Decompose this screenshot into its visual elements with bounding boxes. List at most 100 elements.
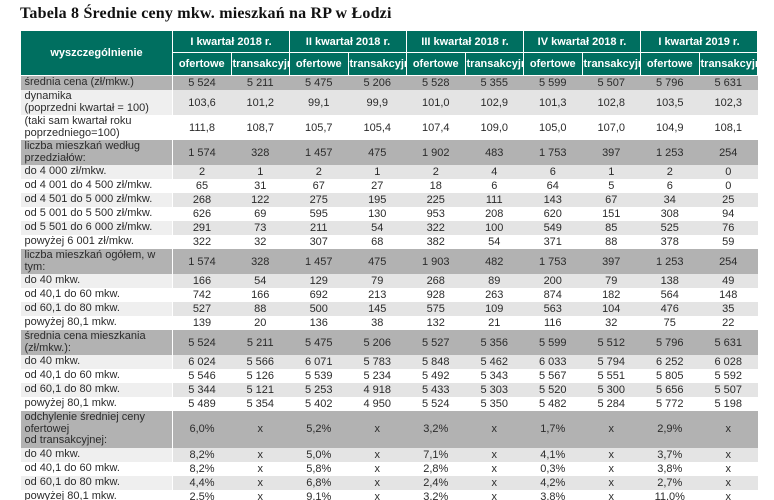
cell-value: 5 539 <box>289 369 348 383</box>
row-label: liczba mieszkań ogółem, w tym: <box>20 249 173 274</box>
cell-value: 88 <box>231 302 290 316</box>
cell-value: 5 211 <box>231 75 290 90</box>
row-label: odchylenie średniej ceny ofertowej od tr… <box>20 411 173 448</box>
cell-value: 500 <box>289 302 348 316</box>
cell-value: 953 <box>406 207 465 221</box>
cell-value: x <box>699 411 758 448</box>
cell-value: 69 <box>231 207 290 221</box>
cell-value: 105,7 <box>289 115 348 140</box>
cell-value: 6 <box>465 179 524 193</box>
cell-value: 5 462 <box>465 355 524 369</box>
cell-value: 5 126 <box>231 369 290 383</box>
cell-value: 1 253 <box>640 249 699 274</box>
cell-value: 6,0% <box>172 411 231 448</box>
table-row: od 60,1 do 80 mkw. 4,4% x 6,8% x 2,4% x 4,2% x 2,… <box>20 475 758 490</box>
cell-value: 549 <box>523 221 582 235</box>
quarter-header: I kwartał 2019 r. <box>640 30 758 53</box>
cell-value: 49 <box>699 274 758 288</box>
row-label: od 4 501 do 5 000 zł/mkw. <box>20 193 173 207</box>
cell-value: x <box>231 489 290 500</box>
table-row: od 5 001 do 5 500 zł/mkw. 626 69 595 130 953 2… <box>20 207 758 221</box>
cell-value: 5 402 <box>289 397 348 411</box>
header-row-subcolumns: ofertowetransakcyjneofertowetransakcyjne… <box>21 52 758 76</box>
cell-value: 692 <box>289 288 348 302</box>
subcolumn-header: transakcyjne <box>347 52 407 76</box>
cell-value: 6 071 <box>289 355 348 369</box>
cell-value: 0,3% <box>523 461 582 476</box>
cell-value: 94 <box>699 207 758 221</box>
cell-value: 22 <box>699 316 758 330</box>
cell-value: 88 <box>582 235 641 249</box>
cell-value: 68 <box>348 235 407 249</box>
cell-value: x <box>465 475 524 490</box>
table-row: odchylenie średniej ceny ofertowej od tr… <box>20 411 758 448</box>
cell-value: 6 <box>640 179 699 193</box>
table-row: do 40 mkw. 6 024 5 566 6 071 5 783 5 848 5 462… <box>20 355 758 369</box>
table-row: liczba mieszkań ogółem, w tym: 1 574 328 1 … <box>20 249 758 274</box>
cell-value: 742 <box>172 288 231 302</box>
cell-value: 54 <box>231 274 290 288</box>
cell-value: 5,8% <box>289 461 348 476</box>
cell-value: 475 <box>348 140 407 165</box>
table-row: powyżej 6 001 zł/mkw. 322 32 307 68 382 54 371 8… <box>20 235 758 249</box>
cell-value: 85 <box>582 221 641 235</box>
cell-value: 148 <box>699 288 758 302</box>
cell-value: 107,0 <box>582 115 641 140</box>
cell-value: 1 <box>582 165 641 179</box>
cell-value: 1 <box>348 165 407 179</box>
cell-value: 5 631 <box>699 330 758 355</box>
cell-value: 6 033 <box>523 355 582 369</box>
cell-value: 5 805 <box>640 369 699 383</box>
cell-value: 5 300 <box>582 383 641 397</box>
cell-value: 122 <box>231 193 290 207</box>
cell-value: 2,7% <box>640 475 699 490</box>
cell-value: 5 794 <box>582 355 641 369</box>
cell-value: 111 <box>465 193 524 207</box>
cell-value: 1 <box>231 165 290 179</box>
cell-value: 1 753 <box>523 249 582 274</box>
subcolumn-header: ofertowe <box>523 52 583 76</box>
cell-value: 5 343 <box>465 369 524 383</box>
cell-value: 626 <box>172 207 231 221</box>
cell-value: 75 <box>640 316 699 330</box>
subcolumn-header: transakcyjne <box>698 52 758 76</box>
cell-value: 89 <box>465 274 524 288</box>
cell-value: 263 <box>465 288 524 302</box>
cell-value: 2,4% <box>406 475 465 490</box>
cell-value: 322 <box>172 235 231 249</box>
cell-value: 3,2% <box>406 411 465 448</box>
cell-value: 4 950 <box>348 397 407 411</box>
cell-value: 1 253 <box>640 140 699 165</box>
cell-value: 2 <box>640 165 699 179</box>
cell-value: 5 524 <box>172 75 231 90</box>
cell-value: 5 599 <box>523 75 582 90</box>
cell-value: x <box>582 411 641 448</box>
cell-value: 103,6 <box>172 90 231 115</box>
row-label: od 5 001 do 5 500 zł/mkw. <box>20 207 173 221</box>
cell-value: 483 <box>465 140 524 165</box>
cell-value: 145 <box>348 302 407 316</box>
cell-value: 100 <box>465 221 524 235</box>
cell-value: 104,9 <box>640 115 699 140</box>
cell-value: x <box>348 411 407 448</box>
cell-value: 143 <box>523 193 582 207</box>
corner-header: wyszczególnienie <box>20 30 173 76</box>
cell-value: 5 599 <box>523 330 582 355</box>
row-label: od 40,1 do 60 mkw. <box>20 369 173 383</box>
quarter-header: III kwartał 2018 r. <box>406 30 524 53</box>
cell-value: 129 <box>289 274 348 288</box>
cell-value: x <box>582 461 641 476</box>
subcolumn-header: transakcyjne <box>230 52 290 76</box>
table-row: dynamika (poprzedni kwartał = 100) 103,6 1… <box>20 90 758 115</box>
row-label: od 4 001 do 4 500 zł/mkw. <box>20 179 173 193</box>
cell-value: 3,8% <box>640 461 699 476</box>
cell-value: 32 <box>231 235 290 249</box>
cell-value: 5 796 <box>640 75 699 90</box>
cell-value: x <box>465 411 524 448</box>
cell-value: 5 551 <box>582 369 641 383</box>
cell-value: 5 211 <box>231 330 290 355</box>
table-row: od 40,1 do 60 mkw. 8,2% x 5,8% x 2,8% x 0,3% x 3,… <box>20 461 758 476</box>
cell-value: 132 <box>406 316 465 330</box>
cell-value: 268 <box>406 274 465 288</box>
